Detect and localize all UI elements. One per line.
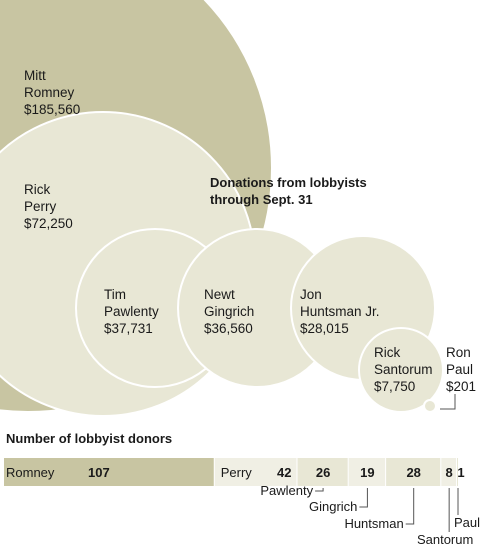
donor-section-title: Number of lobbyist donors [6, 431, 173, 446]
donor-bar-chart: Romney 107 Perry 42 26 19 28 8 1 PawlentyGingrich… [4, 458, 480, 547]
bar-segment-romney [4, 458, 214, 486]
bar-segment-gingrich [348, 458, 386, 486]
bar-leader-line [405, 488, 415, 525]
donation-amount: $72,250 [24, 216, 73, 231]
bar-value-label: 19 [360, 465, 374, 480]
donation-amount: $7,750 [374, 379, 416, 394]
candidate-name-line: Tim [104, 287, 126, 302]
donation-amount: $201 [446, 379, 477, 394]
bar-category-label: Perry [221, 465, 253, 480]
bubble-label-mitt-romney: Mitt Romney $185,560 [24, 67, 80, 118]
candidate-name-line: Pawlenty [104, 304, 159, 319]
bubble-label-ron-paul: Ron Paul $201 [446, 344, 476, 395]
bar-value-label: 26 [316, 465, 330, 480]
candidate-name-line: Newt [204, 287, 235, 302]
bar-leader-line [315, 488, 324, 492]
donation-amount: $28,015 [300, 321, 349, 336]
donation-amount: $185,560 [24, 102, 81, 117]
bar-category-label: Gingrich [309, 499, 357, 514]
candidate-name-line: Rick [374, 345, 401, 360]
chart-title: Donations from lobbyists through Sept. 3… [210, 175, 367, 207]
donation-amount: $36,560 [204, 321, 253, 336]
bubble-label-rick-perry: Rick Perry $72,250 [24, 181, 73, 232]
ron-paul-leader-line [440, 394, 456, 410]
bar-segment-huntsman [386, 458, 441, 486]
candidate-name-line: Santorum [374, 362, 433, 377]
candidate-name-line: Rick [24, 182, 51, 197]
candidate-name-line: Jon [300, 287, 322, 302]
bar-value-label: 28 [406, 465, 420, 480]
bubble-rick-santorum [358, 327, 444, 413]
bar-category-label: Pawlenty [260, 483, 313, 498]
bar-category-label: Paul [454, 515, 480, 530]
candidate-name-line: Huntsman Jr. [300, 304, 380, 319]
bar-value-label: 42 [277, 465, 291, 480]
bubble-label-rick-santorum: Rick Santorum $7,750 [374, 344, 433, 395]
bar-segment-pawlenty [297, 458, 348, 486]
bar-category-label: Huntsman [344, 516, 403, 531]
bar-segment-santorum [441, 458, 457, 486]
bar-category-label: Romney [6, 465, 55, 480]
bubble-chart [0, 0, 456, 417]
bar-category-label: Santorum [417, 532, 473, 547]
candidate-name-line: Perry [24, 199, 57, 214]
candidate-name-line: Mitt [24, 68, 46, 83]
bar-value-label: 8 [446, 465, 453, 480]
bubble-label-newt-gingrich: Newt Gingrich $36,560 [204, 286, 254, 337]
bar-segment-perry [214, 458, 297, 486]
candidate-name-line: Paul [446, 362, 474, 377]
bubble-ron-paul [423, 399, 437, 413]
bar-value-label: 107 [88, 465, 110, 480]
bubble-label-tim-pawlenty: Tim Pawlenty $37,731 [104, 286, 159, 337]
candidate-name-line: Romney [24, 85, 75, 100]
candidate-name-line: Gingrich [204, 304, 255, 319]
bar-leader-line [359, 488, 368, 508]
bar-value-label: 1 [457, 465, 464, 480]
bubble-label-jon-huntsman-jr: Jon Huntsman Jr. $28,015 [300, 286, 380, 337]
bar-segment-paul [457, 458, 458, 486]
donation-amount: $37,731 [104, 321, 153, 336]
candidate-name-line: Ron [446, 345, 471, 360]
